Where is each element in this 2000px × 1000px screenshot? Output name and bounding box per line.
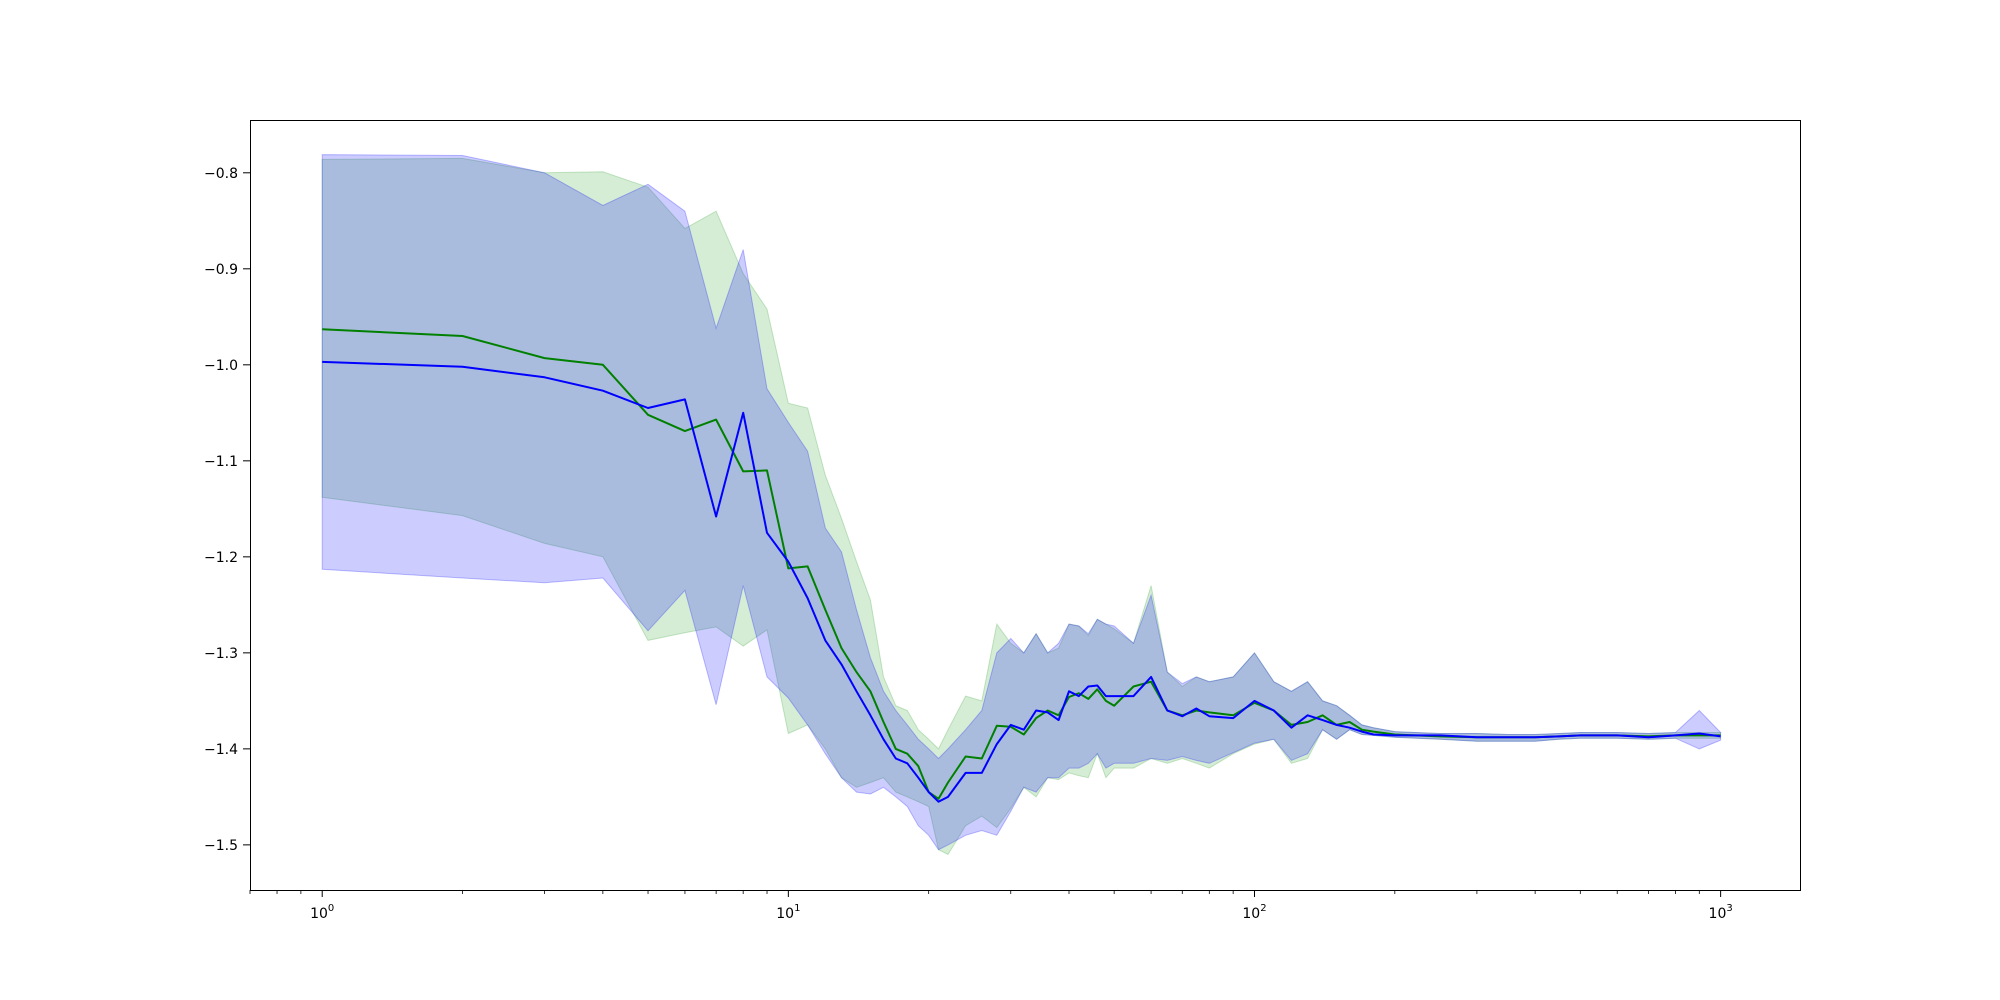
y-tick-label: −1.4 <box>204 742 238 758</box>
x-tick-label: 103 <box>1709 903 1733 922</box>
y-tick-label: −1.1 <box>204 454 238 470</box>
y-tick-label: −0.9 <box>204 262 238 278</box>
y-tick-label: −1.2 <box>204 550 238 566</box>
series-lines <box>322 328 1721 803</box>
y-tick-label: −0.8 <box>204 166 238 182</box>
y-tick-label: −1.0 <box>204 358 238 374</box>
x-tick-label: 100 <box>310 903 334 922</box>
y-tick-label: −1.3 <box>204 646 238 662</box>
line-series-2 <box>322 360 1721 803</box>
x-axis: 100 101 102 103 <box>249 890 1733 922</box>
y-axis: −0.8 −0.9 −1.0 −1.1 −1.2 −1.3 −1.4 −1.5 <box>204 166 250 854</box>
x-tick-label: 101 <box>776 903 800 922</box>
confidence-bands <box>321 154 1722 856</box>
x-tick-label: 102 <box>1242 903 1266 922</box>
y-tick-label: −1.5 <box>204 838 238 854</box>
plot-frame <box>250 120 1801 891</box>
band-series-1 <box>321 157 1722 856</box>
band-series-2 <box>321 154 1722 851</box>
